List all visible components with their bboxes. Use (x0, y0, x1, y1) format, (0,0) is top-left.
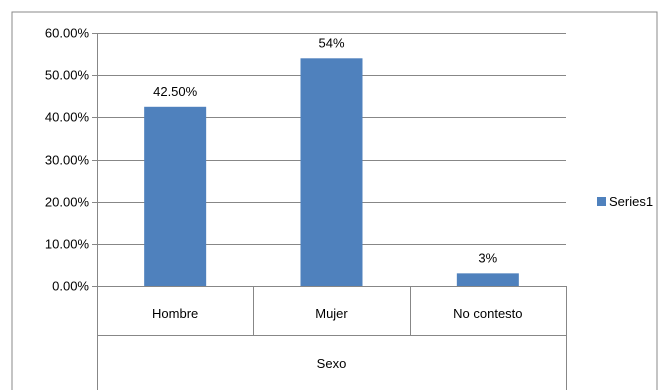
y-tick-label: 60.00% (45, 26, 90, 41)
x-category-label: No contesto (453, 306, 522, 321)
bar (456, 273, 519, 286)
y-tick-label: 30.00% (45, 153, 90, 168)
y-tick-label: 20.00% (45, 195, 90, 210)
bar (300, 58, 363, 286)
data-label: 54% (318, 35, 344, 50)
data-label: 3% (478, 250, 497, 265)
legend-label: Series1 (609, 194, 653, 209)
y-tick-label: 10.00% (45, 237, 90, 252)
y-tick-label: 50.00% (45, 68, 90, 83)
y-tick-label: 40.00% (45, 110, 90, 125)
bar (144, 106, 207, 287)
y-tick-label: 0.00% (52, 279, 89, 294)
x-group-label: Sexo (317, 356, 347, 371)
data-label: 42.50% (153, 84, 198, 99)
legend-swatch (597, 197, 606, 206)
chart-outer-border (11, 11, 658, 390)
x-category-label: Mujer (315, 306, 348, 321)
x-category-label: Hombre (152, 306, 198, 321)
